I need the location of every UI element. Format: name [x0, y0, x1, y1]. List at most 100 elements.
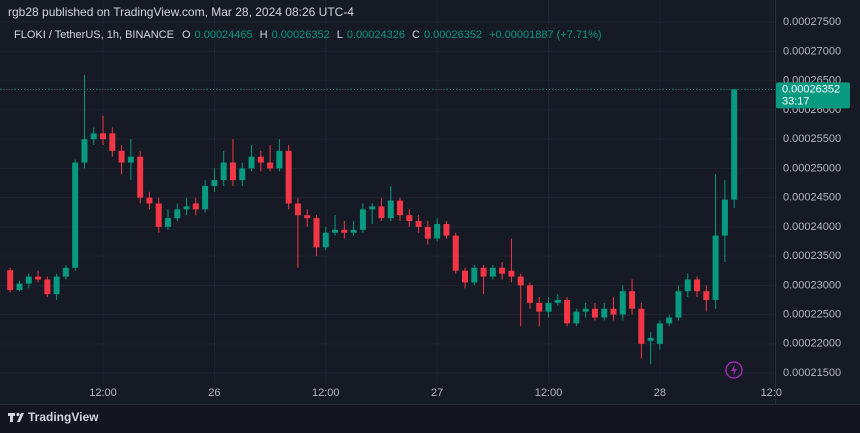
- candle-body: [638, 308, 645, 344]
- candle-body: [267, 162, 274, 169]
- footer-background: [0, 405, 860, 433]
- candle-body: [257, 156, 264, 163]
- candle-body: [239, 168, 246, 181]
- candle-body: [694, 279, 701, 292]
- flash-icon: [725, 361, 743, 379]
- candle-body: [721, 199, 728, 236]
- candle-body: [211, 180, 218, 186]
- y-tick-label: 0.00022000: [783, 338, 841, 350]
- candle-body: [220, 162, 227, 181]
- candle-body: [62, 267, 69, 277]
- symbol: FLOKI / TetherUS, 1h, BINANCE: [14, 29, 174, 41]
- candle-body: [526, 285, 533, 303]
- candle-body: [387, 200, 394, 219]
- candle-body: [359, 209, 366, 230]
- candle-body: [100, 133, 107, 140]
- candle-body: [378, 206, 385, 219]
- symbol-header: FLOKI / TetherUS, 1h, BINANCE O 0.0002446…: [14, 29, 605, 41]
- ohlc-label: C: [411, 29, 420, 41]
- y-tick-label: 0.00023500: [783, 250, 841, 262]
- candle-body: [545, 302, 552, 312]
- last-price-label: 0.00026352: [782, 83, 840, 95]
- candle-body: [72, 162, 79, 268]
- ohlc-value: 0.00026352: [423, 29, 483, 41]
- candle-body: [666, 317, 673, 324]
- candle-body: [480, 267, 487, 277]
- y-tick-label: 0.00023000: [783, 279, 841, 291]
- candle-body: [564, 299, 571, 324]
- candle-body: [35, 276, 42, 280]
- candle-body: [322, 232, 329, 248]
- candle-body: [146, 197, 153, 204]
- x-tick-label: 12:00: [535, 387, 563, 399]
- change: +0.00001887 (+7.71%): [489, 29, 602, 41]
- candle-body: [675, 291, 682, 318]
- candle-body: [183, 206, 190, 210]
- last-price-box: [776, 82, 850, 109]
- y-tick-label: 0.00027500: [783, 16, 841, 28]
- candle-body: [248, 156, 255, 169]
- ohlc-value: 0.00024465: [194, 29, 253, 41]
- candle-body: [25, 276, 32, 284]
- candle-body: [573, 311, 580, 324]
- candle-body: [192, 203, 199, 210]
- x-tick-label: 26: [208, 387, 220, 399]
- candle-body: [202, 185, 209, 210]
- ohlc-value: 0.00024326: [346, 29, 405, 41]
- candles: [7, 74, 738, 365]
- y-tick-label: 0.00025000: [783, 162, 841, 174]
- candle-body: [350, 229, 357, 233]
- candle-body: [619, 291, 626, 315]
- y-tick-label: 0.00024000: [783, 221, 841, 233]
- brand-logo: [8, 412, 24, 422]
- candle-body: [164, 218, 171, 227]
- candle-body: [229, 162, 236, 181]
- candle-body: [517, 276, 524, 286]
- candle-body: [452, 235, 459, 271]
- candle-body: [582, 308, 589, 312]
- attribution: rgb28 published on TradingView.com, Mar …: [8, 5, 354, 19]
- candle-body: [499, 267, 506, 274]
- y-tick-label: 0.00027000: [783, 45, 841, 57]
- y-tick-label: 0.00024500: [783, 192, 841, 204]
- candle-body: [53, 276, 60, 295]
- candle-body: [610, 308, 617, 315]
- candle-body: [684, 279, 691, 292]
- candle-body: [276, 150, 283, 169]
- candle-body: [16, 283, 23, 291]
- candle-body: [415, 221, 422, 227]
- x-tick-label: 28: [654, 387, 666, 399]
- x-tick-label: 12:00: [89, 387, 117, 399]
- candle-body: [7, 270, 14, 291]
- ohlc-label: H: [259, 29, 268, 41]
- candle-body: [601, 308, 608, 318]
- candle-body: [554, 299, 561, 303]
- candle-body: [332, 229, 339, 233]
- candle-body: [155, 203, 162, 227]
- candle-body: [424, 226, 431, 239]
- candle-body: [44, 279, 51, 295]
- x-tick-label: 12:0: [761, 387, 782, 399]
- x-tick-label: 27: [431, 387, 443, 399]
- candle-body: [462, 270, 468, 283]
- y-tick-label: 0.00021500: [783, 367, 841, 379]
- candle-body: [109, 133, 116, 151]
- y-tick-label: 0.00025500: [783, 133, 841, 145]
- y-tick-label: 0.00022500: [783, 308, 841, 320]
- candle-body: [397, 200, 404, 216]
- candle-body: [591, 308, 598, 318]
- brand: TradingView: [28, 410, 99, 424]
- candle-body: [304, 215, 311, 219]
- candle-body: [313, 218, 320, 248]
- candle-body: [127, 156, 134, 163]
- x-tick-label: 12:00: [312, 387, 340, 399]
- candle-body: [434, 223, 441, 239]
- candle-body: [285, 150, 292, 204]
- ohlc-label: L: [336, 29, 343, 41]
- candle-body: [656, 323, 663, 344]
- ohlc-label: O: [181, 29, 191, 41]
- candle-body: [406, 215, 413, 222]
- candle-body: [443, 223, 450, 236]
